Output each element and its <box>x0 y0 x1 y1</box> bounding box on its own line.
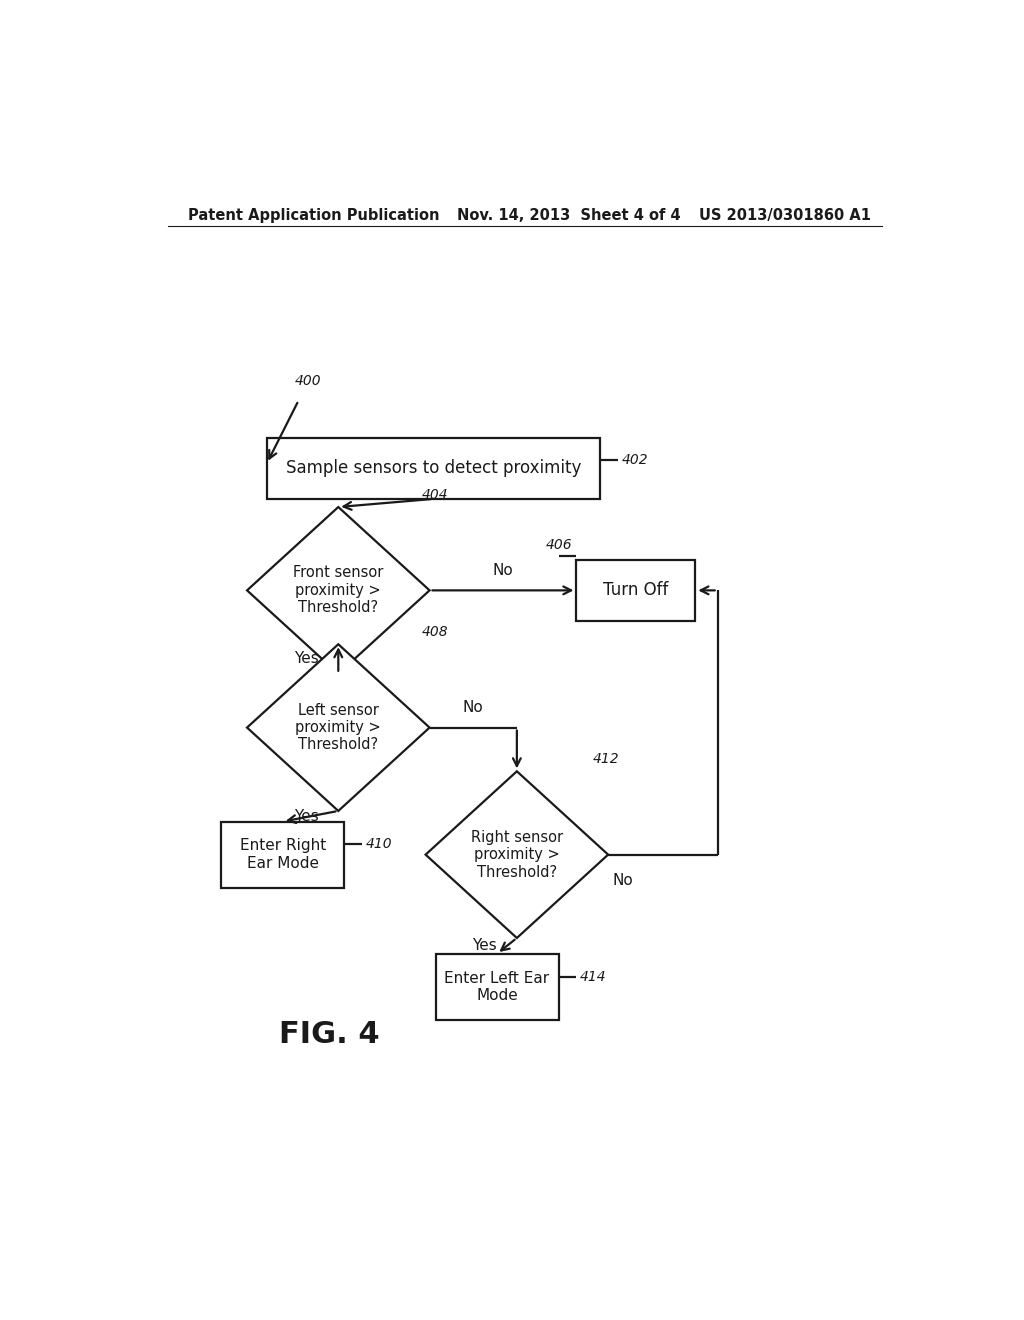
Text: Yes: Yes <box>294 652 318 667</box>
Text: Yes: Yes <box>472 939 497 953</box>
FancyBboxPatch shape <box>221 821 344 887</box>
Text: 408: 408 <box>422 626 449 639</box>
Text: Yes: Yes <box>294 809 318 824</box>
Text: Right sensor
proximity >
Threshold?: Right sensor proximity > Threshold? <box>471 830 563 879</box>
Text: 402: 402 <box>622 453 648 467</box>
Text: 410: 410 <box>366 837 392 851</box>
Text: Sample sensors to detect proximity: Sample sensors to detect proximity <box>286 459 582 478</box>
Text: No: No <box>612 873 633 888</box>
Text: 400: 400 <box>295 374 322 388</box>
Text: Enter Right
Ear Mode: Enter Right Ear Mode <box>240 838 326 871</box>
Text: 406: 406 <box>546 537 572 552</box>
Text: 412: 412 <box>592 752 618 766</box>
Text: No: No <box>463 701 483 715</box>
FancyBboxPatch shape <box>577 560 695 620</box>
Text: No: No <box>493 564 513 578</box>
Text: FIG. 4: FIG. 4 <box>279 1020 380 1049</box>
Text: Front sensor
proximity >
Threshold?: Front sensor proximity > Threshold? <box>293 565 384 615</box>
Text: Enter Left Ear
Mode: Enter Left Ear Mode <box>444 970 550 1003</box>
Text: Left sensor
proximity >
Threshold?: Left sensor proximity > Threshold? <box>296 702 381 752</box>
FancyBboxPatch shape <box>435 954 558 1020</box>
Polygon shape <box>426 771 608 939</box>
Text: 404: 404 <box>422 488 449 502</box>
Polygon shape <box>247 644 430 810</box>
FancyBboxPatch shape <box>267 438 600 499</box>
Text: Turn Off: Turn Off <box>603 581 669 599</box>
Text: Nov. 14, 2013  Sheet 4 of 4: Nov. 14, 2013 Sheet 4 of 4 <box>458 207 681 223</box>
Text: US 2013/0301860 A1: US 2013/0301860 A1 <box>699 207 871 223</box>
Text: Patent Application Publication: Patent Application Publication <box>187 207 439 223</box>
Text: 414: 414 <box>580 970 606 983</box>
Polygon shape <box>247 507 430 673</box>
